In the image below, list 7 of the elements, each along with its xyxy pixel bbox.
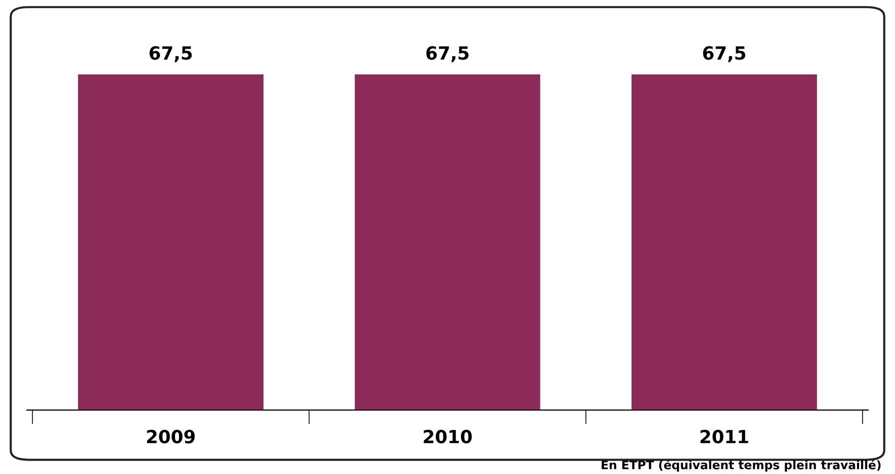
data-label: 67,5	[150, 46, 192, 62]
data-label: 67,5	[426, 46, 469, 62]
text: En ETPT (équivalent temps plein travaillé)	[602, 460, 881, 472]
x-tick-label: 2010	[424, 430, 472, 444]
x-tick-label: 2011	[700, 430, 748, 444]
x-tick-label: 2009	[147, 430, 195, 444]
data-label: 67,5	[703, 46, 746, 62]
